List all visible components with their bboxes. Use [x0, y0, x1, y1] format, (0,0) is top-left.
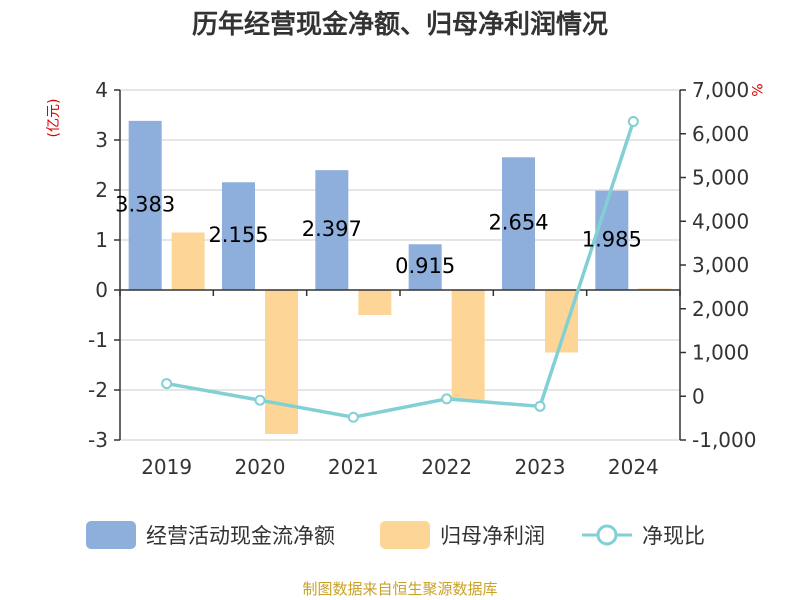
right-tick-label: 3,000	[692, 253, 749, 277]
bar-cashflow	[128, 120, 162, 290]
ratio-line	[161, 116, 639, 423]
left-tick-label: 4	[95, 78, 108, 102]
right-axis-unit: %	[748, 83, 764, 96]
left-axis: -3 -2 -1 0 1 2 3 4	[88, 78, 120, 452]
ratio-line-path	[166, 120, 635, 420]
right-tick-label: 6,000	[692, 122, 749, 146]
ratio-point	[534, 400, 546, 412]
legend-label-ratio: 净现比	[642, 524, 705, 548]
right-tick-label: -1,000	[692, 428, 756, 452]
data-labels: 3.383 2.155 2.397 0.915 2.654 1.985	[115, 192, 642, 278]
data-label-cashflow: 0.915	[395, 254, 455, 278]
data-label-cashflow: 2.155	[208, 223, 268, 247]
ratio-point	[347, 411, 359, 423]
right-axis: -1,000 0 1,000 2,000 3,000 4,000 5,000 6,000 7,0…	[680, 78, 756, 452]
x-axis: 2019 2020 2021 2022 2023 2024	[119, 290, 681, 479]
bars	[128, 120, 672, 434]
legend-swatch-ratio-marker	[596, 524, 618, 546]
ratio-point	[627, 116, 639, 127]
bar-cashflow	[315, 170, 349, 290]
ratio-point	[254, 394, 266, 406]
right-tick-label: 0	[692, 384, 705, 408]
x-tick-label: 2022	[421, 455, 472, 479]
data-label-cashflow: 2.654	[488, 211, 548, 235]
x-tick-label: 2024	[608, 455, 659, 479]
x-tick-label: 2021	[328, 455, 379, 479]
left-tick-label: -3	[88, 428, 108, 452]
chart-title: 历年经营现金净额、归母净利润情况	[192, 9, 608, 40]
left-tick-label: -2	[88, 378, 108, 402]
left-tick-label: 2	[95, 178, 108, 202]
x-tick-label: 2020	[235, 455, 286, 479]
data-label-cashflow: 1.985	[582, 227, 642, 251]
bar-netprofit	[358, 290, 392, 315]
right-tick-label: 5,000	[692, 166, 749, 190]
right-tick-label: 1,000	[692, 341, 749, 365]
bar-cashflow	[408, 244, 442, 290]
legend: 经营活动现金流净额 归母净利润 净现比	[86, 521, 705, 549]
right-tick-label: 4,000	[692, 209, 749, 233]
x-tick-label: 2023	[515, 455, 566, 479]
left-axis-unit: (亿元)	[46, 99, 62, 138]
source-note: 制图数据来自恒生聚源数据库	[302, 580, 497, 598]
right-tick-label: 7,000	[692, 78, 749, 102]
legend-swatch-netprofit	[380, 521, 430, 549]
legend-label-cashflow: 经营活动现金流净额	[146, 524, 335, 548]
data-label-cashflow: 2.397	[302, 217, 362, 241]
left-tick-label: 0	[95, 278, 108, 302]
data-label-cashflow: 3.383	[115, 192, 175, 216]
legend-swatch-cashflow	[86, 521, 136, 549]
bar-netprofit	[451, 290, 485, 400]
left-tick-label: 3	[95, 128, 108, 152]
bar-cashflow	[502, 157, 535, 290]
left-tick-label: 1	[95, 228, 108, 252]
bar-netprofit	[265, 290, 298, 434]
x-tick-label: 2019	[141, 455, 192, 479]
legend-label-netprofit: 归母净利润	[440, 524, 545, 548]
bar-cashflow	[595, 190, 629, 290]
left-tick-label: -1	[88, 328, 108, 352]
bar-cashflow	[222, 182, 255, 290]
right-tick-label: 2,000	[692, 297, 749, 321]
bar-netprofit	[171, 232, 205, 290]
ratio-point	[441, 393, 453, 405]
ratio-point	[161, 378, 173, 390]
